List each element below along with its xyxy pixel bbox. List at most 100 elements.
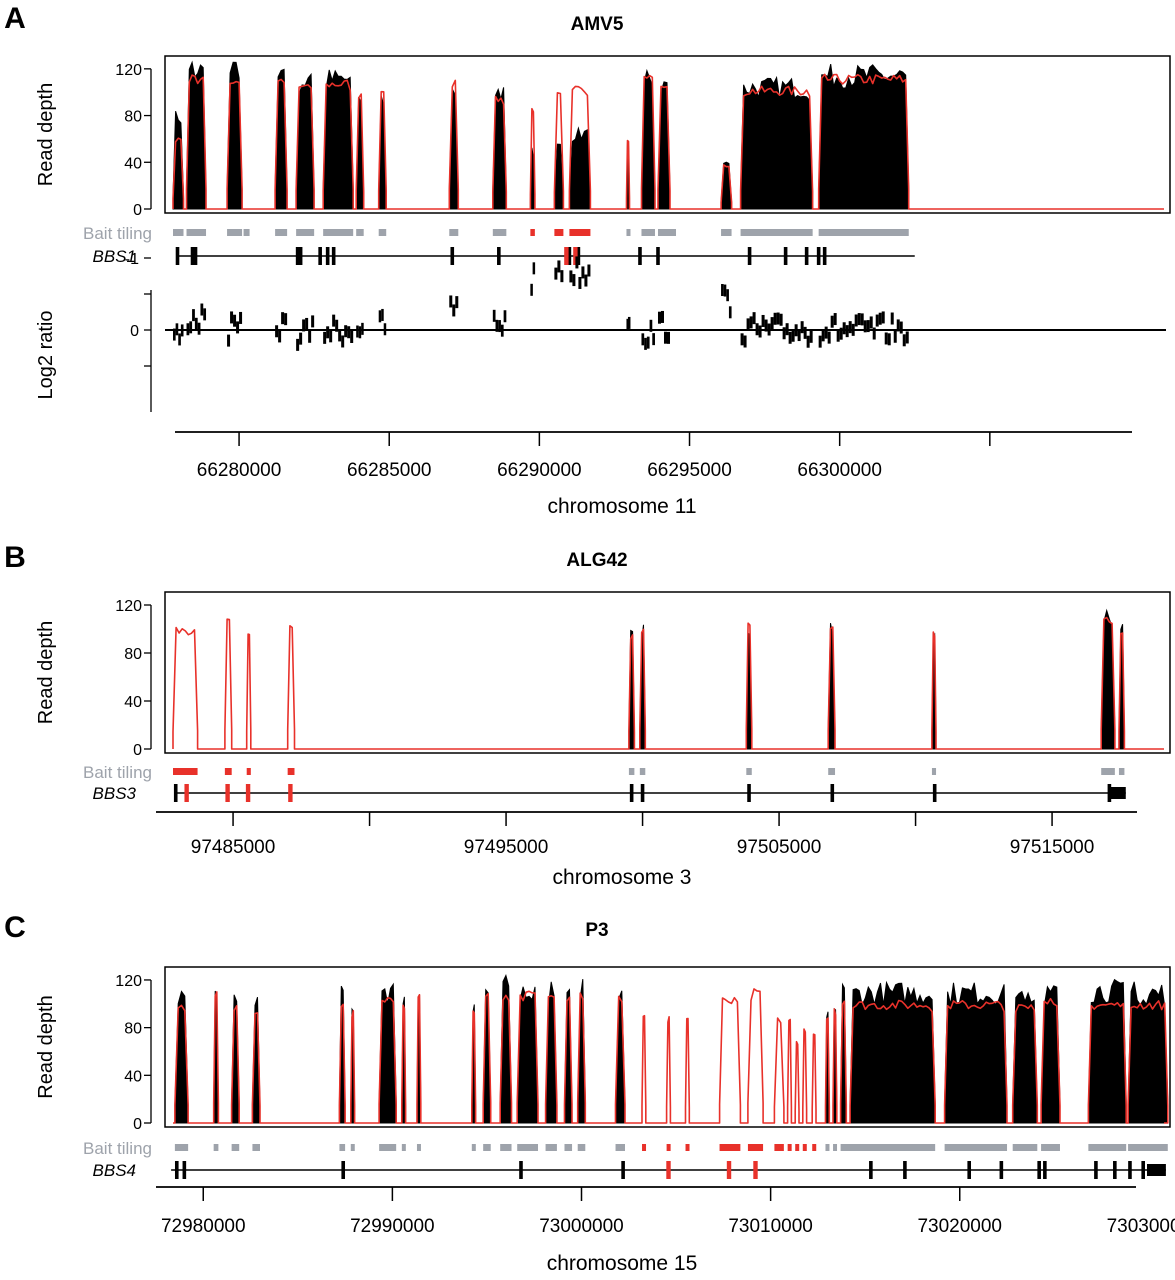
gene-exon [1037, 1161, 1041, 1179]
log2-point [503, 310, 507, 323]
x-tick-label: 66295000 [647, 460, 732, 481]
log2-point [530, 283, 533, 296]
log2-point [776, 312, 780, 325]
bait-block [173, 768, 198, 775]
gene-exon [576, 247, 581, 265]
y-tick-label: 80 [124, 646, 142, 663]
bait-block [379, 1144, 397, 1151]
log2-point [657, 311, 661, 324]
log2-point [329, 330, 333, 343]
bait-block [840, 1144, 936, 1151]
panel-title: ALG42 [566, 550, 627, 571]
log2-point [797, 329, 801, 342]
x-tick-label: 72990000 [350, 1216, 435, 1237]
log2-point [203, 308, 207, 321]
log2-point [884, 332, 888, 345]
gene-exon [325, 247, 330, 265]
x-tick-label: 97485000 [191, 837, 276, 858]
log2-point [839, 327, 843, 340]
y-axis-label: Read depth [35, 995, 57, 1098]
log2-point [652, 333, 655, 346]
log2-point [452, 304, 456, 317]
gene-utr-block [1146, 1164, 1166, 1176]
x-tick-label: 66285000 [347, 460, 432, 481]
gene-exon [1113, 1161, 1117, 1179]
bait-block [213, 1144, 219, 1151]
log2-point [752, 312, 756, 325]
sample-coverage-area [944, 982, 1008, 1124]
log2-point [869, 316, 873, 329]
log2-point [758, 325, 762, 338]
gene-exon [656, 247, 660, 265]
gene-exon [298, 247, 303, 265]
log2-point [791, 329, 795, 342]
bait-block [944, 1144, 1008, 1151]
x-tick-label: 72980000 [161, 1216, 246, 1237]
bait-block [828, 768, 836, 775]
log2-point [755, 323, 759, 336]
log2-point [899, 321, 903, 334]
bait-block [812, 1144, 817, 1151]
log2-point [649, 319, 653, 332]
gene-exon [193, 247, 198, 265]
bait-block [642, 1144, 647, 1151]
log2-point [230, 311, 234, 324]
x-tick-label: 66290000 [497, 460, 582, 481]
bait-block [517, 1144, 539, 1151]
gene-exon [318, 247, 322, 265]
log2-point [740, 333, 744, 346]
bait-block [231, 1144, 240, 1151]
log2-point [305, 317, 309, 330]
gene-exon [967, 1161, 972, 1179]
log2-point [275, 325, 279, 338]
log2-point [192, 309, 195, 322]
gene-exon [932, 784, 937, 802]
bait-block [471, 1144, 476, 1151]
bait-block [545, 1144, 557, 1151]
bait-block [401, 1144, 406, 1151]
coverage-series [172, 60, 1164, 210]
log2-point [779, 313, 783, 326]
bait-block [530, 229, 535, 236]
log2-point [905, 331, 909, 344]
log2-point [863, 320, 867, 333]
log2-point [495, 319, 499, 332]
log2-point [627, 316, 631, 329]
bait-block [1041, 1144, 1060, 1151]
x-tick-label: 97505000 [737, 837, 822, 858]
gene-exon [638, 247, 642, 265]
bait-block [449, 229, 459, 236]
panels-layer: A AMV5 0 40 80 120 Read depth Bait tiling BBS1 0 -… [4, 2, 1175, 1275]
panel-letter: A [4, 2, 26, 35]
x-tick-label: 66280000 [197, 460, 282, 481]
log2-point [721, 284, 724, 297]
log2-point [173, 328, 176, 341]
x-tick-label: 73010000 [728, 1216, 813, 1237]
gene-exon-deleted [245, 784, 251, 802]
log2-point [827, 331, 831, 344]
log2-point [728, 306, 732, 319]
bait-block [795, 1144, 800, 1151]
log2-point [881, 311, 885, 324]
log2-point [824, 326, 828, 339]
log2-point [572, 274, 576, 287]
gene-exon [822, 247, 827, 265]
gene-label: BBS1 [93, 247, 136, 266]
bait-tiling-label: Bait tiling [83, 763, 152, 782]
log2-point [554, 267, 558, 280]
log2-point [887, 333, 891, 346]
log2-point [299, 332, 303, 345]
log2-point [383, 323, 387, 336]
gene-exon [331, 247, 336, 265]
log2-point [178, 333, 181, 346]
log2-point [818, 335, 822, 348]
log2-point [660, 310, 664, 323]
x-tick-label: 73020000 [917, 1216, 1002, 1237]
bait-block [287, 768, 295, 775]
log2-point [350, 330, 354, 343]
y-tick-label: 120 [115, 598, 142, 615]
gene-exon [182, 1161, 187, 1179]
bait-block [1118, 768, 1125, 775]
gene-exon [1141, 1161, 1145, 1179]
